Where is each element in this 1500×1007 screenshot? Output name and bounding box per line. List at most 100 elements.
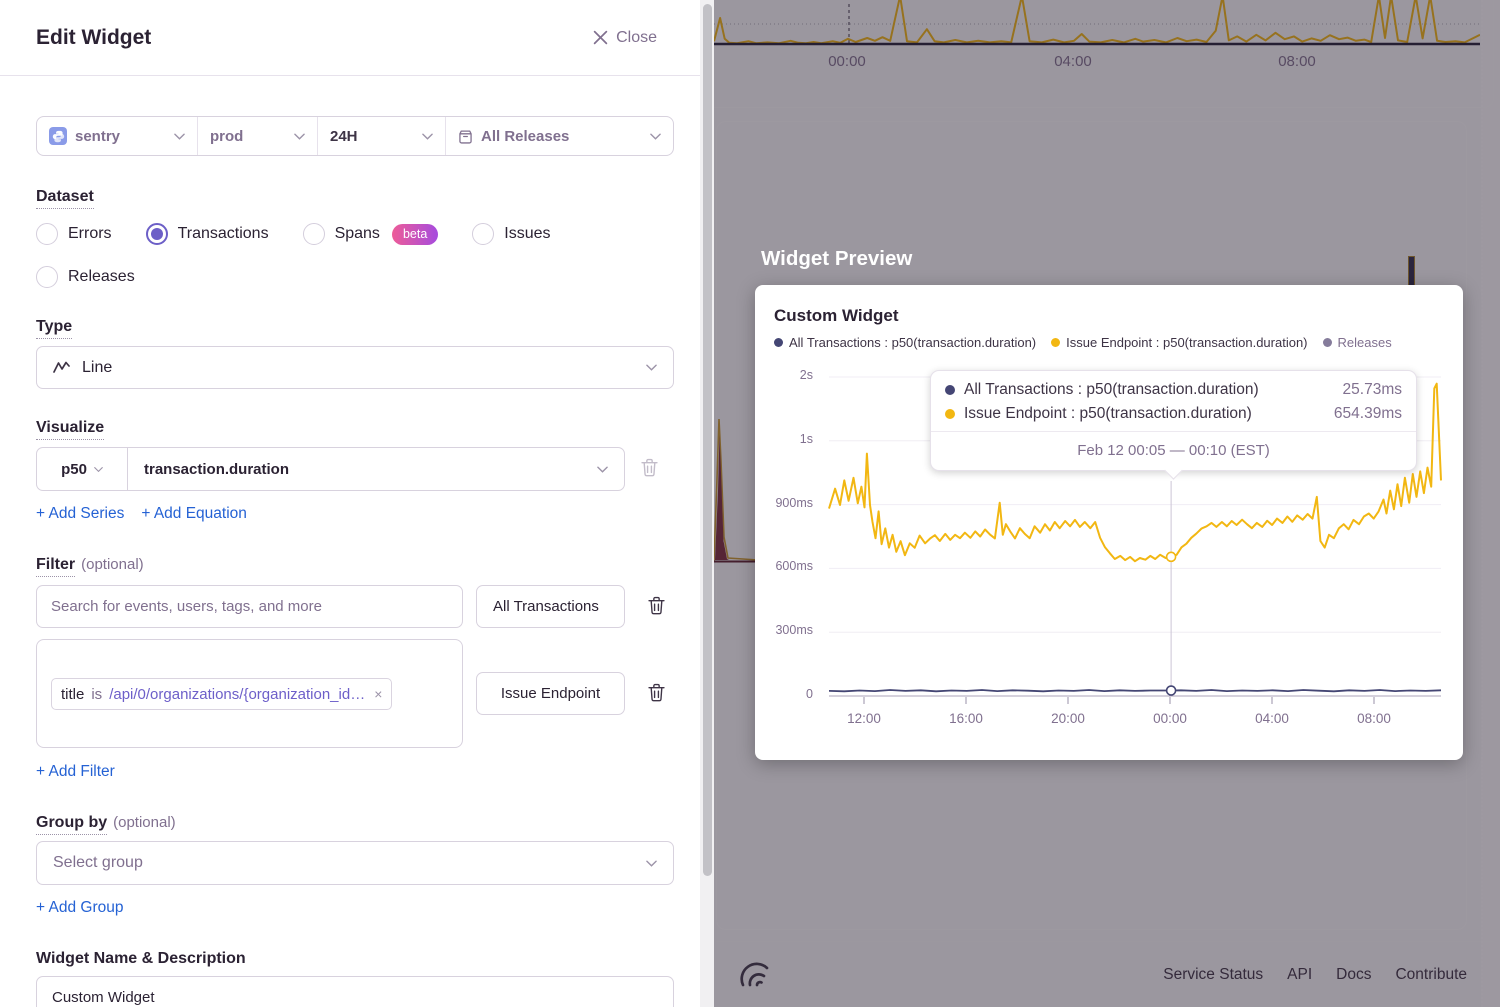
radio-spans[interactable]: Spans beta <box>302 223 439 245</box>
filter-search-input[interactable] <box>36 585 463 628</box>
filter-actions: + Add Filter <box>36 763 674 781</box>
type-value: Line <box>82 358 113 376</box>
aggregate-value: p50 <box>61 460 87 478</box>
filter-condition-box[interactable]: title is /api/0/organizations/{organizat… <box>36 639 463 748</box>
edit-widget-drawer: Edit Widget Close sentry prod <box>0 0 714 1007</box>
tooltip-series-value: 25.73ms <box>1342 381 1402 398</box>
radio-circle <box>36 223 58 245</box>
token-operator: is <box>91 685 103 703</box>
radio-circle <box>36 266 58 288</box>
date-range-value: 24H <box>330 127 358 145</box>
dataset-options-row2: Releases <box>36 266 674 288</box>
chevron-down-icon <box>646 364 657 371</box>
drawer-scrollbar[interactable] <box>700 0 714 1007</box>
field-select[interactable]: transaction.duration <box>127 447 625 491</box>
type-select[interactable]: Line <box>36 346 674 389</box>
delete-filter-button[interactable] <box>644 679 669 709</box>
radio-errors[interactable]: Errors <box>36 223 112 245</box>
chevron-down-icon <box>646 860 657 867</box>
chevron-down-icon <box>294 133 305 140</box>
bg-x-label: 00:00 <box>828 53 866 70</box>
radio-transactions[interactable]: Transactions <box>145 223 269 245</box>
radio-releases[interactable]: Releases <box>36 266 135 288</box>
token-remove-icon[interactable]: × <box>374 686 383 702</box>
tooltip-series-name: All Transactions : p50(transaction.durat… <box>964 381 1259 398</box>
environment-name: prod <box>210 127 244 145</box>
aggregate-select[interactable]: p50 <box>36 447 127 491</box>
group-by-select[interactable]: Select group <box>36 841 674 885</box>
trash-icon <box>647 683 665 701</box>
group-by-label: Group by (optional) <box>36 814 674 835</box>
filter-row-2: title is /api/0/organizations/{organizat… <box>36 639 674 748</box>
tooltip-series-dot <box>945 409 955 419</box>
radio-issues[interactable]: Issues <box>472 223 551 245</box>
radio-label: Issues <box>504 225 551 242</box>
add-series-link[interactable]: + Add Series <box>36 505 125 522</box>
radio-circle <box>472 223 495 245</box>
widget-name-input[interactable] <box>36 976 674 1007</box>
project-selector[interactable]: sentry <box>37 117 198 155</box>
filter-row-1: All Transactions <box>36 585 674 628</box>
preview-widget-title: Custom Widget <box>774 306 899 325</box>
bg-x-label: 04:00 <box>1054 53 1092 70</box>
widget-name-label: Widget Name & Description <box>36 950 246 967</box>
filter-alias-issue-endpoint[interactable]: Issue Endpoint <box>476 672 625 715</box>
environment-selector[interactable]: prod <box>198 117 318 155</box>
close-icon <box>593 30 608 45</box>
sentry-logo <box>740 962 769 987</box>
widget-preview-heading: Widget Preview <box>761 247 913 270</box>
python-platform-icon <box>49 127 67 145</box>
add-equation-link[interactable]: + Add Equation <box>141 505 247 522</box>
dashboard-backdrop: 00:00 04:00 08:00 s Service Status API D… <box>714 0 1500 1007</box>
filter-token[interactable]: title is /api/0/organizations/{organizat… <box>51 678 393 710</box>
visualize-row: p50 transaction.duration <box>36 447 674 491</box>
radio-label: Errors <box>68 225 112 242</box>
footer-link-api[interactable]: API <box>1287 966 1313 983</box>
page-filter-bar: sentry prod 24H All Releases <box>36 116 674 156</box>
page-edge-strip <box>1481 0 1500 1007</box>
footer-link-service-status[interactable]: Service Status <box>1163 966 1264 983</box>
trash-icon <box>641 458 658 477</box>
footer-links: Service Status API Docs Contribute <box>1163 966 1467 984</box>
preview-line-chart[interactable] <box>828 376 1443 707</box>
chart-tooltip: All Transactions : p50(transaction.durat… <box>930 370 1417 480</box>
add-group-link[interactable]: + Add Group <box>36 899 124 916</box>
type-label: Type <box>36 318 674 339</box>
drawer-header: Edit Widget Close <box>0 0 714 76</box>
legend-item-all-transactions[interactable]: All Transactions : p50(transaction.durat… <box>774 335 1036 350</box>
group-actions: + Add Group <box>36 899 674 917</box>
tooltip-series-value: 654.39ms <box>1333 405 1402 422</box>
filter-alias-all-transactions[interactable]: All Transactions <box>476 585 625 628</box>
dataset-label: Dataset <box>36 188 674 209</box>
radio-circle <box>302 223 325 245</box>
footer-divider <box>716 941 1494 942</box>
filter-label: Filter (optional) <box>36 556 674 577</box>
legend-item-releases[interactable]: Releases <box>1322 335 1392 350</box>
legend-item-issue-endpoint[interactable]: Issue Endpoint : p50(transaction.duratio… <box>1051 335 1308 350</box>
chevron-down-icon <box>174 133 185 140</box>
group-by-placeholder: Select group <box>53 854 143 871</box>
delete-series-button[interactable] <box>637 454 662 484</box>
chart-legend: All Transactions : p50(transaction.durat… <box>774 335 1392 350</box>
footer-link-docs[interactable]: Docs <box>1336 966 1372 983</box>
tooltip-row: Issue Endpoint : p50(transaction.duratio… <box>945 405 1402 423</box>
date-range-selector[interactable]: 24H <box>318 117 446 155</box>
project-name: sentry <box>75 127 121 145</box>
delete-filter-button[interactable] <box>644 592 669 622</box>
tooltip-row: All Transactions : p50(transaction.durat… <box>945 381 1402 399</box>
chevron-down-icon <box>94 466 103 472</box>
release-selector[interactable]: All Releases <box>446 117 673 155</box>
add-filter-link[interactable]: + Add Filter <box>36 763 115 780</box>
legend-dot <box>774 338 783 347</box>
dataset-options-row1: Errors Transactions Spans beta Issues <box>36 223 674 245</box>
drawer-title: Edit Widget <box>36 25 152 49</box>
legend-dot <box>1322 338 1332 347</box>
footer-link-contribute[interactable]: Contribute <box>1395 966 1467 983</box>
close-button[interactable]: Close <box>593 29 657 47</box>
token-key: title <box>61 685 85 703</box>
drawer-body: sentry prod 24H All Releases Da <box>0 116 714 1007</box>
beta-badge: beta <box>391 223 439 245</box>
line-chart-icon <box>53 361 70 373</box>
scrollbar-thumb[interactable] <box>702 4 712 876</box>
